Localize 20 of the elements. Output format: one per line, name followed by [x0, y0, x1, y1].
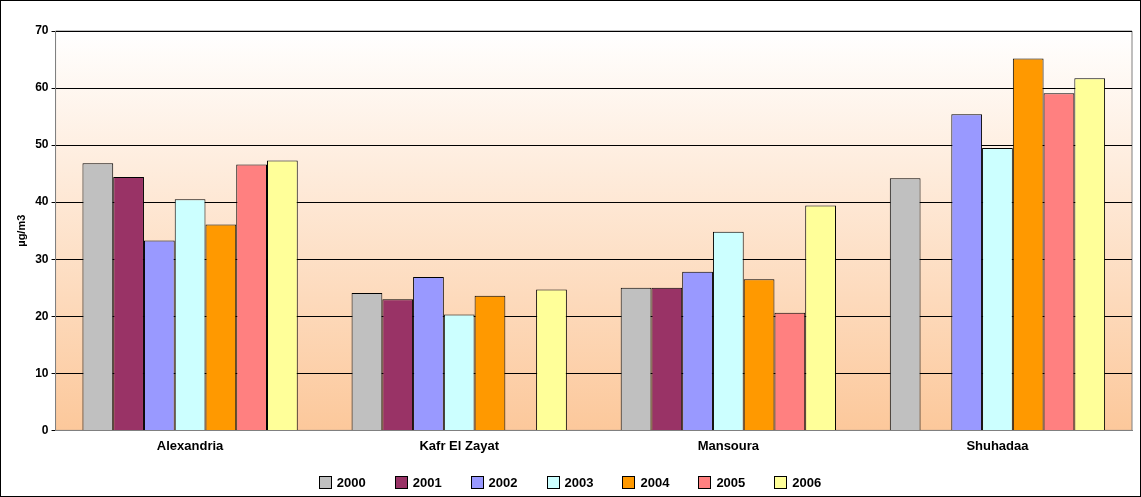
legend-label: 2005: [716, 475, 746, 490]
y-tick-label: 30: [35, 251, 49, 266]
y-axis-title: µg/m3: [14, 214, 27, 247]
x-tick-label: Alexandria: [156, 437, 225, 453]
legend-label: 2006: [792, 475, 822, 490]
y-tick-label: 0: [41, 422, 49, 437]
x-tick-label: Mansoura: [697, 437, 760, 453]
legend-label: 2004: [640, 475, 670, 490]
y-tick-label: 50: [35, 137, 49, 152]
legend-label: 2001: [412, 475, 442, 490]
y-tick-label: 20: [35, 308, 49, 323]
legend-label: 2002: [488, 475, 518, 490]
x-tick-label: Kafr El Zayat: [419, 437, 500, 453]
y-tick-label: 60: [35, 80, 49, 95]
y-tick-label: 70: [35, 23, 49, 38]
legend-label: 2003: [564, 475, 594, 490]
x-tick-label: Shuhadaa: [966, 437, 1030, 453]
legend-label: 2000: [336, 475, 366, 490]
y-tick-label: 10: [35, 365, 49, 380]
y-tick-label: 40: [35, 194, 49, 209]
